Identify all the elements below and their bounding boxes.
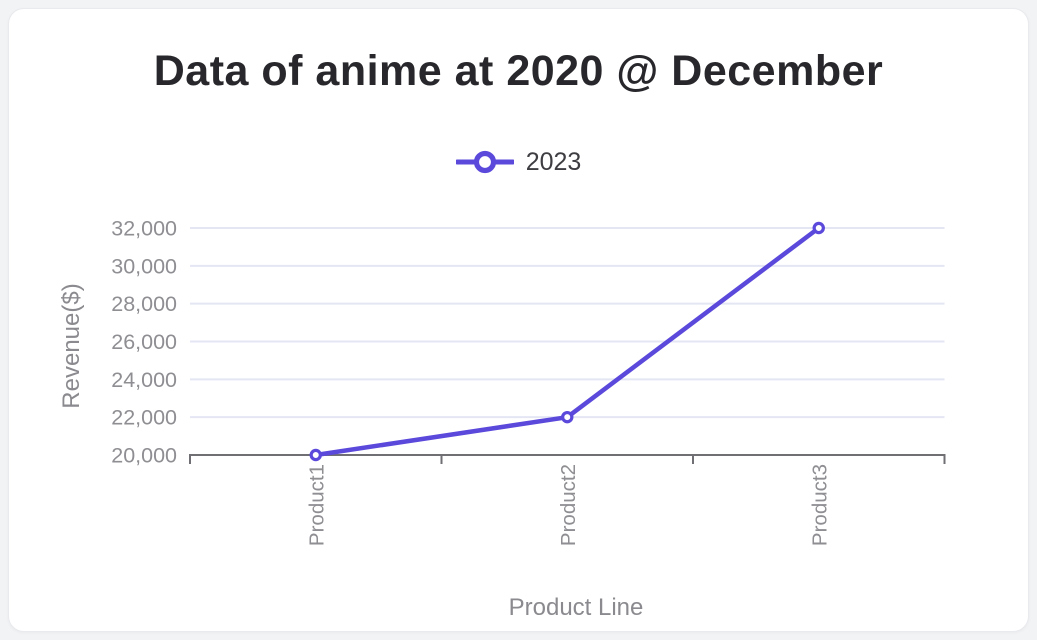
y-axis-title: Revenue($) bbox=[58, 283, 85, 409]
chart-title: Data of anime at 2020 @ December bbox=[153, 47, 884, 95]
legend-line-marker-icon bbox=[455, 150, 514, 174]
legend[interactable]: 2023 bbox=[9, 142, 1028, 182]
x-axis-title: Product Line bbox=[508, 594, 644, 621]
chart-card: Data of anime at 2020 @ December 2023 Re… bbox=[8, 8, 1029, 632]
legend-label: 2023 bbox=[525, 147, 582, 176]
